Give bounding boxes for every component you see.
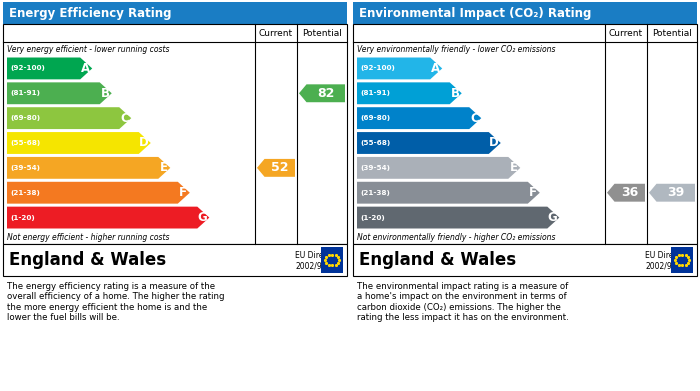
Text: Very environmentally friendly - lower CO₂ emissions: Very environmentally friendly - lower CO… xyxy=(357,45,556,54)
Text: (69-80): (69-80) xyxy=(360,115,390,121)
Text: (55-68): (55-68) xyxy=(10,140,41,146)
Text: D: D xyxy=(489,136,499,149)
Text: Environmental Impact (CO₂) Rating: Environmental Impact (CO₂) Rating xyxy=(359,7,592,20)
Text: (55-68): (55-68) xyxy=(360,140,391,146)
Polygon shape xyxy=(607,184,645,202)
Polygon shape xyxy=(257,159,295,177)
Text: 39: 39 xyxy=(667,186,685,199)
Polygon shape xyxy=(7,107,132,129)
Bar xyxy=(321,247,343,273)
Polygon shape xyxy=(7,57,92,79)
Text: The energy efficiency rating is a measure of the
overall efficiency of a home. T: The energy efficiency rating is a measur… xyxy=(7,282,225,322)
Polygon shape xyxy=(357,182,540,204)
Text: England & Wales: England & Wales xyxy=(359,251,516,269)
Polygon shape xyxy=(357,132,500,154)
Polygon shape xyxy=(299,84,345,102)
Text: (39-54): (39-54) xyxy=(360,165,390,171)
Polygon shape xyxy=(7,157,170,179)
Text: Energy Efficiency Rating: Energy Efficiency Rating xyxy=(9,7,171,20)
Text: (92-100): (92-100) xyxy=(360,65,395,72)
Text: (81-91): (81-91) xyxy=(360,90,390,96)
Text: 52: 52 xyxy=(271,161,288,174)
Text: (39-54): (39-54) xyxy=(10,165,40,171)
Polygon shape xyxy=(7,182,190,204)
Text: E: E xyxy=(510,161,518,174)
Text: EU Directive: EU Directive xyxy=(295,251,342,260)
Text: (69-80): (69-80) xyxy=(10,115,40,121)
Bar xyxy=(3,244,347,276)
Text: 82: 82 xyxy=(317,87,335,100)
Text: B: B xyxy=(451,87,460,100)
Text: The environmental impact rating is a measure of
a home's impact on the environme: The environmental impact rating is a mea… xyxy=(357,282,568,322)
Text: C: C xyxy=(120,112,129,125)
Polygon shape xyxy=(7,132,150,154)
Bar xyxy=(353,244,697,276)
Text: (92-100): (92-100) xyxy=(10,65,45,72)
Text: G: G xyxy=(198,211,208,224)
Polygon shape xyxy=(357,107,482,129)
Polygon shape xyxy=(357,57,442,79)
Text: Very energy efficient - lower running costs: Very energy efficient - lower running co… xyxy=(7,45,169,54)
Bar xyxy=(3,2,347,24)
Polygon shape xyxy=(7,83,112,104)
Text: Potential: Potential xyxy=(302,29,342,38)
Text: E: E xyxy=(160,161,168,174)
Polygon shape xyxy=(7,206,209,228)
Bar xyxy=(353,24,697,244)
Text: A: A xyxy=(431,62,440,75)
Text: G: G xyxy=(548,211,558,224)
Bar xyxy=(3,24,347,244)
Text: Potential: Potential xyxy=(652,29,692,38)
Bar xyxy=(353,2,697,24)
Text: EU Directive: EU Directive xyxy=(645,251,692,260)
Text: (1-20): (1-20) xyxy=(10,215,35,221)
Text: 2002/91/EC: 2002/91/EC xyxy=(295,261,339,270)
Text: D: D xyxy=(139,136,149,149)
Text: (81-91): (81-91) xyxy=(10,90,40,96)
Text: Current: Current xyxy=(259,29,293,38)
Polygon shape xyxy=(649,184,695,202)
Text: Not energy efficient - higher running costs: Not energy efficient - higher running co… xyxy=(7,233,169,242)
Text: Current: Current xyxy=(609,29,643,38)
Text: 36: 36 xyxy=(621,186,638,199)
Text: England & Wales: England & Wales xyxy=(9,251,166,269)
Text: (1-20): (1-20) xyxy=(360,215,385,221)
Polygon shape xyxy=(357,83,462,104)
Text: (21-38): (21-38) xyxy=(10,190,40,196)
Text: Not environmentally friendly - higher CO₂ emissions: Not environmentally friendly - higher CO… xyxy=(357,233,556,242)
Text: F: F xyxy=(179,186,187,199)
Text: A: A xyxy=(81,62,90,75)
Text: 2002/91/EC: 2002/91/EC xyxy=(645,261,689,270)
Bar xyxy=(671,247,693,273)
Text: B: B xyxy=(101,87,110,100)
Polygon shape xyxy=(357,157,520,179)
Text: F: F xyxy=(529,186,537,199)
Text: C: C xyxy=(470,112,479,125)
Text: (21-38): (21-38) xyxy=(360,190,390,196)
Polygon shape xyxy=(357,206,559,228)
